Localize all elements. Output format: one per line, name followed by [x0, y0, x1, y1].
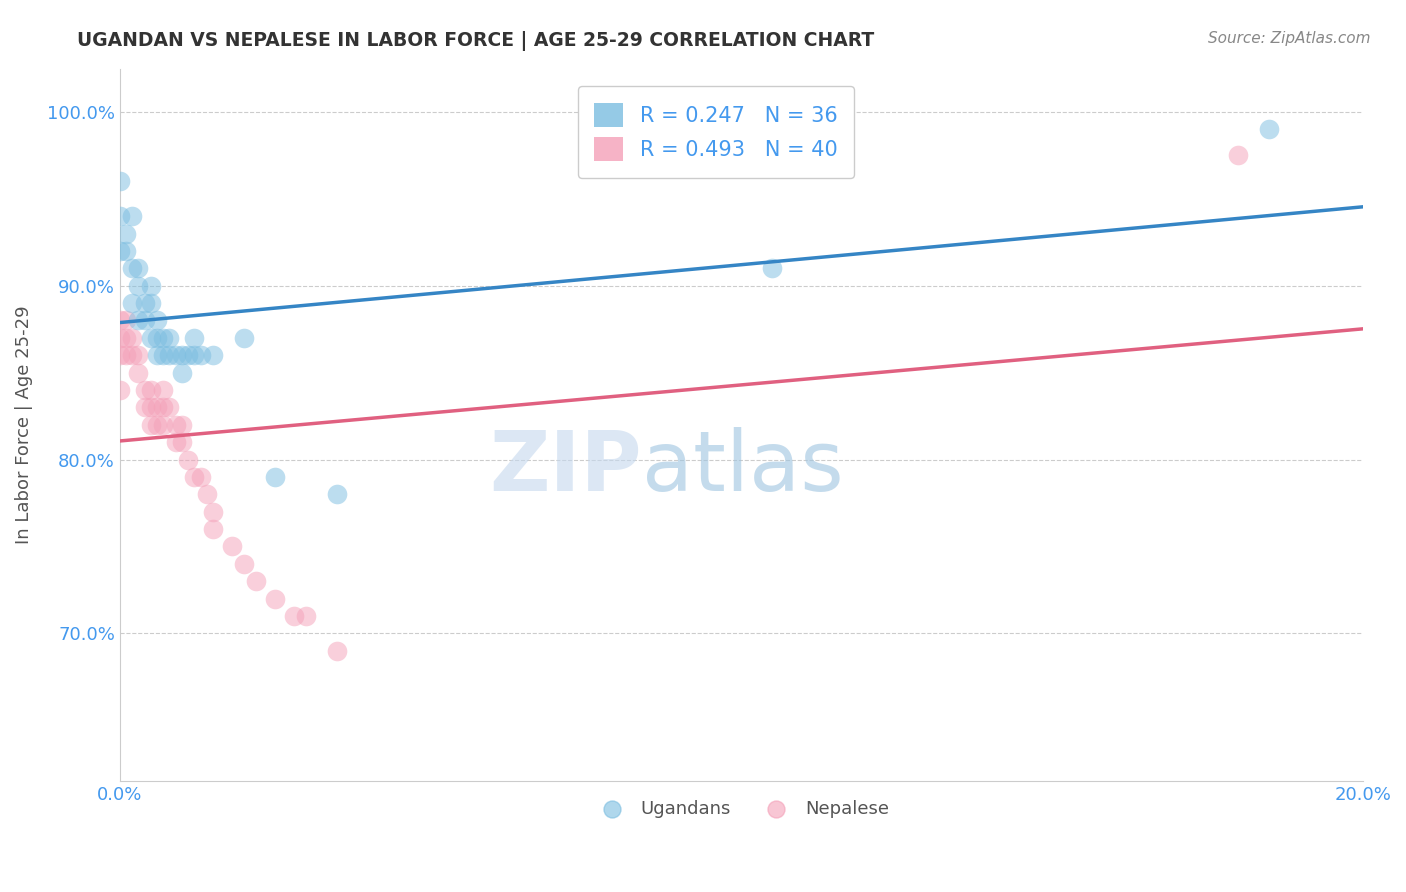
- Point: [152, 401, 174, 415]
- Point: [139, 401, 162, 415]
- Point: [264, 591, 287, 606]
- Point: [1258, 122, 1281, 136]
- Point: [201, 522, 224, 536]
- Point: [134, 296, 156, 310]
- Point: [170, 435, 193, 450]
- Point: [139, 278, 162, 293]
- Point: [165, 348, 187, 362]
- Point: [121, 296, 143, 310]
- Point: [177, 452, 200, 467]
- Point: [139, 417, 162, 432]
- Point: [127, 261, 149, 276]
- Point: [121, 331, 143, 345]
- Text: atlas: atlas: [641, 427, 844, 508]
- Point: [139, 383, 162, 397]
- Y-axis label: In Labor Force | Age 25-29: In Labor Force | Age 25-29: [15, 305, 32, 544]
- Point: [134, 401, 156, 415]
- Point: [326, 487, 349, 501]
- Point: [233, 557, 256, 571]
- Point: [221, 540, 243, 554]
- Point: [170, 417, 193, 432]
- Point: [108, 331, 131, 345]
- Point: [146, 313, 169, 327]
- Point: [108, 244, 131, 258]
- Point: [134, 313, 156, 327]
- Point: [183, 470, 205, 484]
- Text: UGANDAN VS NEPALESE IN LABOR FORCE | AGE 25-29 CORRELATION CHART: UGANDAN VS NEPALESE IN LABOR FORCE | AGE…: [77, 31, 875, 51]
- Point: [108, 209, 131, 223]
- Point: [139, 331, 162, 345]
- Point: [245, 574, 267, 589]
- Point: [108, 383, 131, 397]
- Point: [139, 296, 162, 310]
- Point: [146, 401, 169, 415]
- Point: [170, 348, 193, 362]
- Point: [233, 331, 256, 345]
- Point: [134, 383, 156, 397]
- Point: [195, 487, 218, 501]
- Point: [264, 470, 287, 484]
- Point: [152, 383, 174, 397]
- Point: [146, 348, 169, 362]
- Point: [127, 313, 149, 327]
- Point: [152, 331, 174, 345]
- Point: [146, 331, 169, 345]
- Point: [127, 348, 149, 362]
- Point: [159, 331, 181, 345]
- Point: [121, 209, 143, 223]
- Point: [183, 331, 205, 345]
- Point: [152, 348, 174, 362]
- Point: [108, 348, 131, 362]
- Point: [121, 261, 143, 276]
- Point: [159, 348, 181, 362]
- Point: [152, 417, 174, 432]
- Point: [295, 608, 318, 623]
- Point: [201, 505, 224, 519]
- Point: [183, 348, 205, 362]
- Text: Source: ZipAtlas.com: Source: ZipAtlas.com: [1208, 31, 1371, 46]
- Point: [115, 348, 138, 362]
- Point: [201, 348, 224, 362]
- Point: [146, 417, 169, 432]
- Point: [115, 227, 138, 241]
- Point: [1227, 148, 1250, 162]
- Point: [115, 331, 138, 345]
- Point: [165, 417, 187, 432]
- Point: [127, 278, 149, 293]
- Point: [761, 261, 783, 276]
- Point: [115, 313, 138, 327]
- Point: [108, 313, 131, 327]
- Point: [190, 348, 212, 362]
- Point: [326, 643, 349, 657]
- Point: [170, 366, 193, 380]
- Point: [115, 244, 138, 258]
- Point: [177, 348, 200, 362]
- Point: [190, 470, 212, 484]
- Point: [165, 435, 187, 450]
- Text: ZIP: ZIP: [489, 427, 641, 508]
- Point: [159, 401, 181, 415]
- Point: [121, 348, 143, 362]
- Point: [108, 174, 131, 188]
- Point: [127, 366, 149, 380]
- Point: [283, 608, 305, 623]
- Legend: Ugandans, Nepalese: Ugandans, Nepalese: [586, 793, 896, 825]
